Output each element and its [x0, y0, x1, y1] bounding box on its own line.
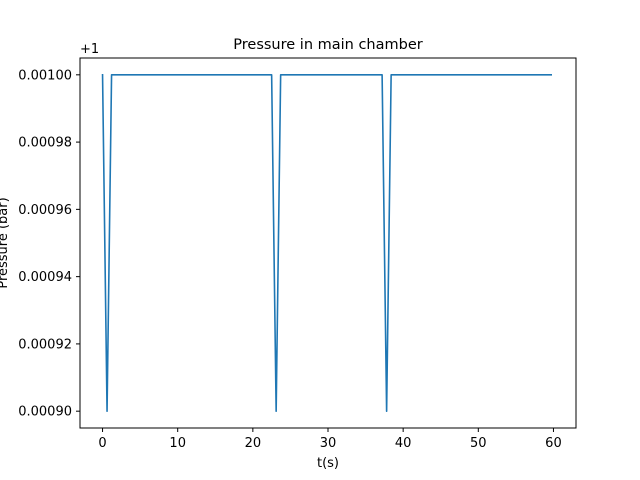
- x-tick-label: 30: [320, 436, 337, 451]
- y-tick-label: 0.00096: [18, 203, 72, 218]
- plot-area: [101, 74, 553, 412]
- y-tick-label: 0.00098: [18, 136, 72, 151]
- y-axis-label: Pressure (bar): [0, 197, 11, 288]
- x-axis: 0 10 20 30 40 50 60: [98, 428, 562, 451]
- x-tick-label: 0: [98, 436, 106, 451]
- x-tick-label: 60: [545, 436, 562, 451]
- x-axis-label: t(s): [317, 456, 339, 471]
- chart-title: Pressure in main chamber: [233, 37, 422, 53]
- y-tick-label: 0.00100: [18, 68, 72, 83]
- x-tick-label: 40: [395, 436, 412, 451]
- x-tick-label: 50: [470, 436, 487, 451]
- series-line: [101, 74, 553, 412]
- y-tick-label: 0.00090: [18, 405, 72, 420]
- y-tick-label: 0.00092: [18, 337, 72, 352]
- x-tick-label: 10: [169, 436, 186, 451]
- y-offset-label: +1: [80, 42, 99, 57]
- x-tick-label: 20: [245, 436, 262, 451]
- y-axis: 0.00090 0.00092 0.00094 0.00096 0.00098 0.001…: [18, 68, 80, 420]
- y-tick-label: 0.00094: [18, 270, 72, 285]
